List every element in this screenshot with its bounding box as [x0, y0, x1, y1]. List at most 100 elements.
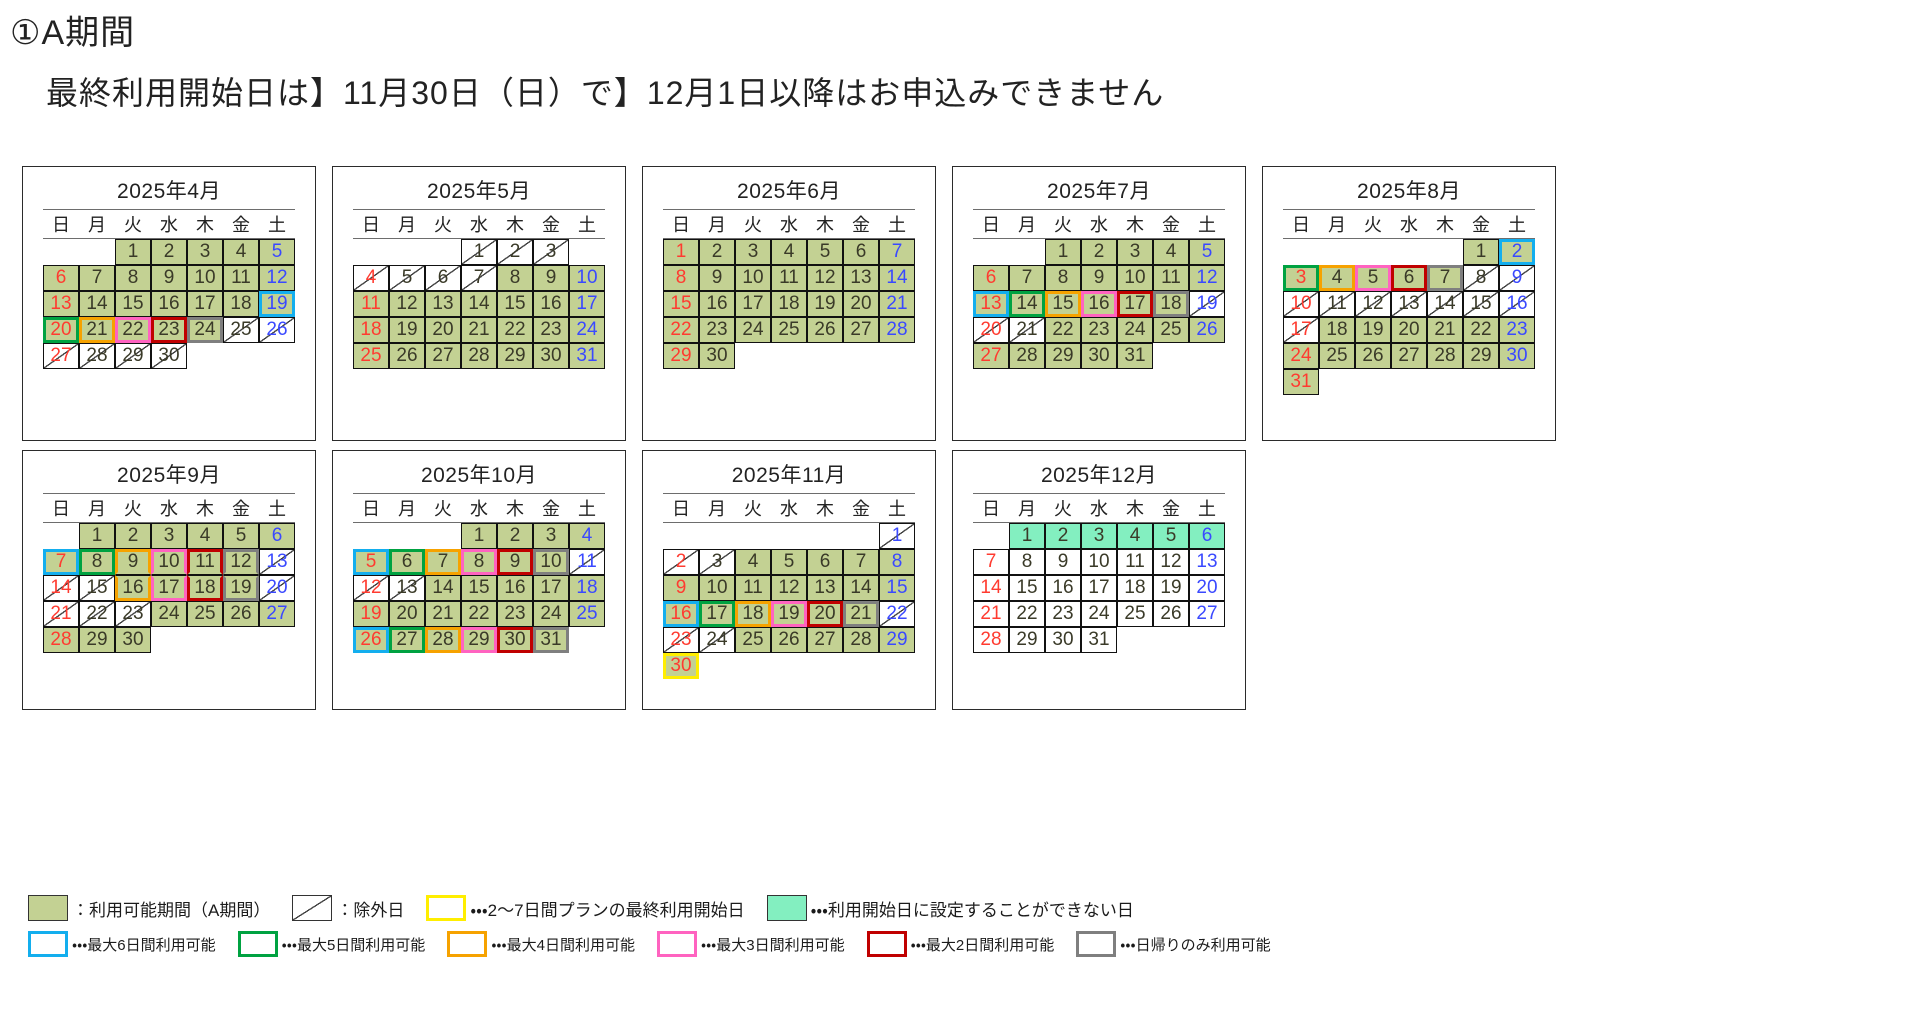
calendar-day-cell[interactable]: 25 [223, 317, 259, 343]
calendar-day-cell[interactable]: 19 [771, 601, 807, 627]
calendar-day-cell[interactable]: 2 [151, 239, 187, 265]
calendar-day-cell[interactable]: 26 [807, 317, 843, 343]
calendar-day-cell[interactable]: 31 [533, 627, 569, 653]
calendar-day-cell[interactable]: 3 [187, 239, 223, 265]
calendar-day-cell[interactable]: 21 [43, 601, 79, 627]
calendar-day-cell[interactable]: 24 [1283, 343, 1319, 369]
calendar-day-cell[interactable]: 16 [663, 601, 699, 627]
calendar-day-cell[interactable]: 4 [1117, 523, 1153, 549]
calendar-day-cell[interactable]: 4 [223, 239, 259, 265]
calendar-day-cell[interactable]: 5 [1153, 523, 1189, 549]
calendar-day-cell[interactable]: 1 [1463, 239, 1499, 265]
calendar-day-cell[interactable]: 15 [79, 575, 115, 601]
calendar-day-cell[interactable]: 22 [1045, 317, 1081, 343]
calendar-day-cell[interactable]: 7 [843, 549, 879, 575]
calendar-day-cell[interactable]: 30 [1045, 627, 1081, 653]
calendar-day-cell[interactable]: 27 [43, 343, 79, 369]
calendar-day-cell[interactable]: 9 [115, 549, 151, 575]
calendar-day-cell[interactable]: 14 [973, 575, 1009, 601]
calendar-day-cell[interactable]: 9 [699, 265, 735, 291]
calendar-day-cell[interactable]: 3 [1283, 265, 1319, 291]
calendar-day-cell[interactable]: 18 [771, 291, 807, 317]
calendar-day-cell[interactable]: 20 [1391, 317, 1427, 343]
calendar-day-cell[interactable]: 22 [1009, 601, 1045, 627]
calendar-day-cell[interactable]: 18 [735, 601, 771, 627]
calendar-day-cell[interactable]: 17 [1283, 317, 1319, 343]
calendar-day-cell[interactable]: 21 [973, 601, 1009, 627]
calendar-day-cell[interactable]: 17 [1081, 575, 1117, 601]
calendar-day-cell[interactable]: 12 [259, 265, 295, 291]
calendar-day-cell[interactable]: 26 [223, 601, 259, 627]
calendar-day-cell[interactable]: 15 [879, 575, 915, 601]
calendar-day-cell[interactable]: 23 [1081, 317, 1117, 343]
calendar-day-cell[interactable]: 3 [533, 239, 569, 265]
calendar-day-cell[interactable]: 18 [223, 291, 259, 317]
calendar-day-cell[interactable]: 23 [115, 601, 151, 627]
calendar-day-cell[interactable]: 4 [569, 523, 605, 549]
calendar-day-cell[interactable]: 1 [663, 239, 699, 265]
calendar-day-cell[interactable]: 20 [389, 601, 425, 627]
calendar-day-cell[interactable]: 22 [663, 317, 699, 343]
calendar-day-cell[interactable]: 18 [353, 317, 389, 343]
calendar-day-cell[interactable]: 19 [1355, 317, 1391, 343]
calendar-day-cell[interactable]: 11 [223, 265, 259, 291]
calendar-day-cell[interactable]: 3 [1117, 239, 1153, 265]
calendar-day-cell[interactable]: 8 [461, 549, 497, 575]
calendar-day-cell[interactable]: 15 [497, 291, 533, 317]
calendar-day-cell[interactable]: 25 [771, 317, 807, 343]
calendar-day-cell[interactable]: 30 [115, 627, 151, 653]
calendar-day-cell[interactable]: 12 [1355, 291, 1391, 317]
calendar-day-cell[interactable]: 11 [1319, 291, 1355, 317]
calendar-day-cell[interactable]: 1 [879, 523, 915, 549]
calendar-day-cell[interactable]: 10 [1117, 265, 1153, 291]
calendar-day-cell[interactable]: 5 [771, 549, 807, 575]
calendar-day-cell[interactable]: 28 [461, 343, 497, 369]
calendar-day-cell[interactable]: 19 [389, 317, 425, 343]
calendar-day-cell[interactable]: 8 [1045, 265, 1081, 291]
calendar-day-cell[interactable]: 26 [259, 317, 295, 343]
calendar-day-cell[interactable]: 20 [1189, 575, 1225, 601]
calendar-day-cell[interactable]: 10 [533, 549, 569, 575]
calendar-day-cell[interactable]: 29 [663, 343, 699, 369]
calendar-day-cell[interactable]: 26 [389, 343, 425, 369]
calendar-day-cell[interactable]: 8 [1463, 265, 1499, 291]
calendar-day-cell[interactable]: 20 [807, 601, 843, 627]
calendar-day-cell[interactable]: 21 [79, 317, 115, 343]
calendar-day-cell[interactable]: 20 [43, 317, 79, 343]
calendar-day-cell[interactable]: 7 [1009, 265, 1045, 291]
calendar-day-cell[interactable]: 22 [1463, 317, 1499, 343]
calendar-day-cell[interactable]: 18 [569, 575, 605, 601]
calendar-day-cell[interactable]: 9 [663, 575, 699, 601]
calendar-day-cell[interactable]: 25 [735, 627, 771, 653]
calendar-day-cell[interactable]: 13 [973, 291, 1009, 317]
calendar-day-cell[interactable]: 19 [807, 291, 843, 317]
calendar-day-cell[interactable]: 29 [79, 627, 115, 653]
calendar-day-cell[interactable]: 30 [1081, 343, 1117, 369]
calendar-day-cell[interactable]: 18 [1319, 317, 1355, 343]
calendar-day-cell[interactable]: 16 [1081, 291, 1117, 317]
calendar-day-cell[interactable]: 23 [1045, 601, 1081, 627]
calendar-day-cell[interactable]: 19 [259, 291, 295, 317]
calendar-day-cell[interactable]: 17 [735, 291, 771, 317]
calendar-day-cell[interactable]: 8 [663, 265, 699, 291]
calendar-day-cell[interactable]: 18 [1117, 575, 1153, 601]
calendar-day-cell[interactable]: 16 [115, 575, 151, 601]
calendar-day-cell[interactable]: 3 [735, 239, 771, 265]
calendar-day-cell[interactable]: 27 [1391, 343, 1427, 369]
calendar-day-cell[interactable]: 6 [843, 239, 879, 265]
calendar-day-cell[interactable]: 27 [259, 601, 295, 627]
calendar-day-cell[interactable]: 14 [79, 291, 115, 317]
calendar-day-cell[interactable]: 22 [79, 601, 115, 627]
calendar-day-cell[interactable]: 6 [1189, 523, 1225, 549]
calendar-day-cell[interactable]: 1 [461, 523, 497, 549]
calendar-day-cell[interactable]: 4 [1153, 239, 1189, 265]
calendar-day-cell[interactable]: 26 [1355, 343, 1391, 369]
calendar-day-cell[interactable]: 30 [533, 343, 569, 369]
calendar-day-cell[interactable]: 7 [461, 265, 497, 291]
calendar-day-cell[interactable]: 3 [151, 523, 187, 549]
calendar-day-cell[interactable]: 11 [1117, 549, 1153, 575]
calendar-day-cell[interactable]: 28 [973, 627, 1009, 653]
calendar-day-cell[interactable]: 24 [699, 627, 735, 653]
calendar-day-cell[interactable]: 28 [1427, 343, 1463, 369]
calendar-day-cell[interactable]: 15 [115, 291, 151, 317]
